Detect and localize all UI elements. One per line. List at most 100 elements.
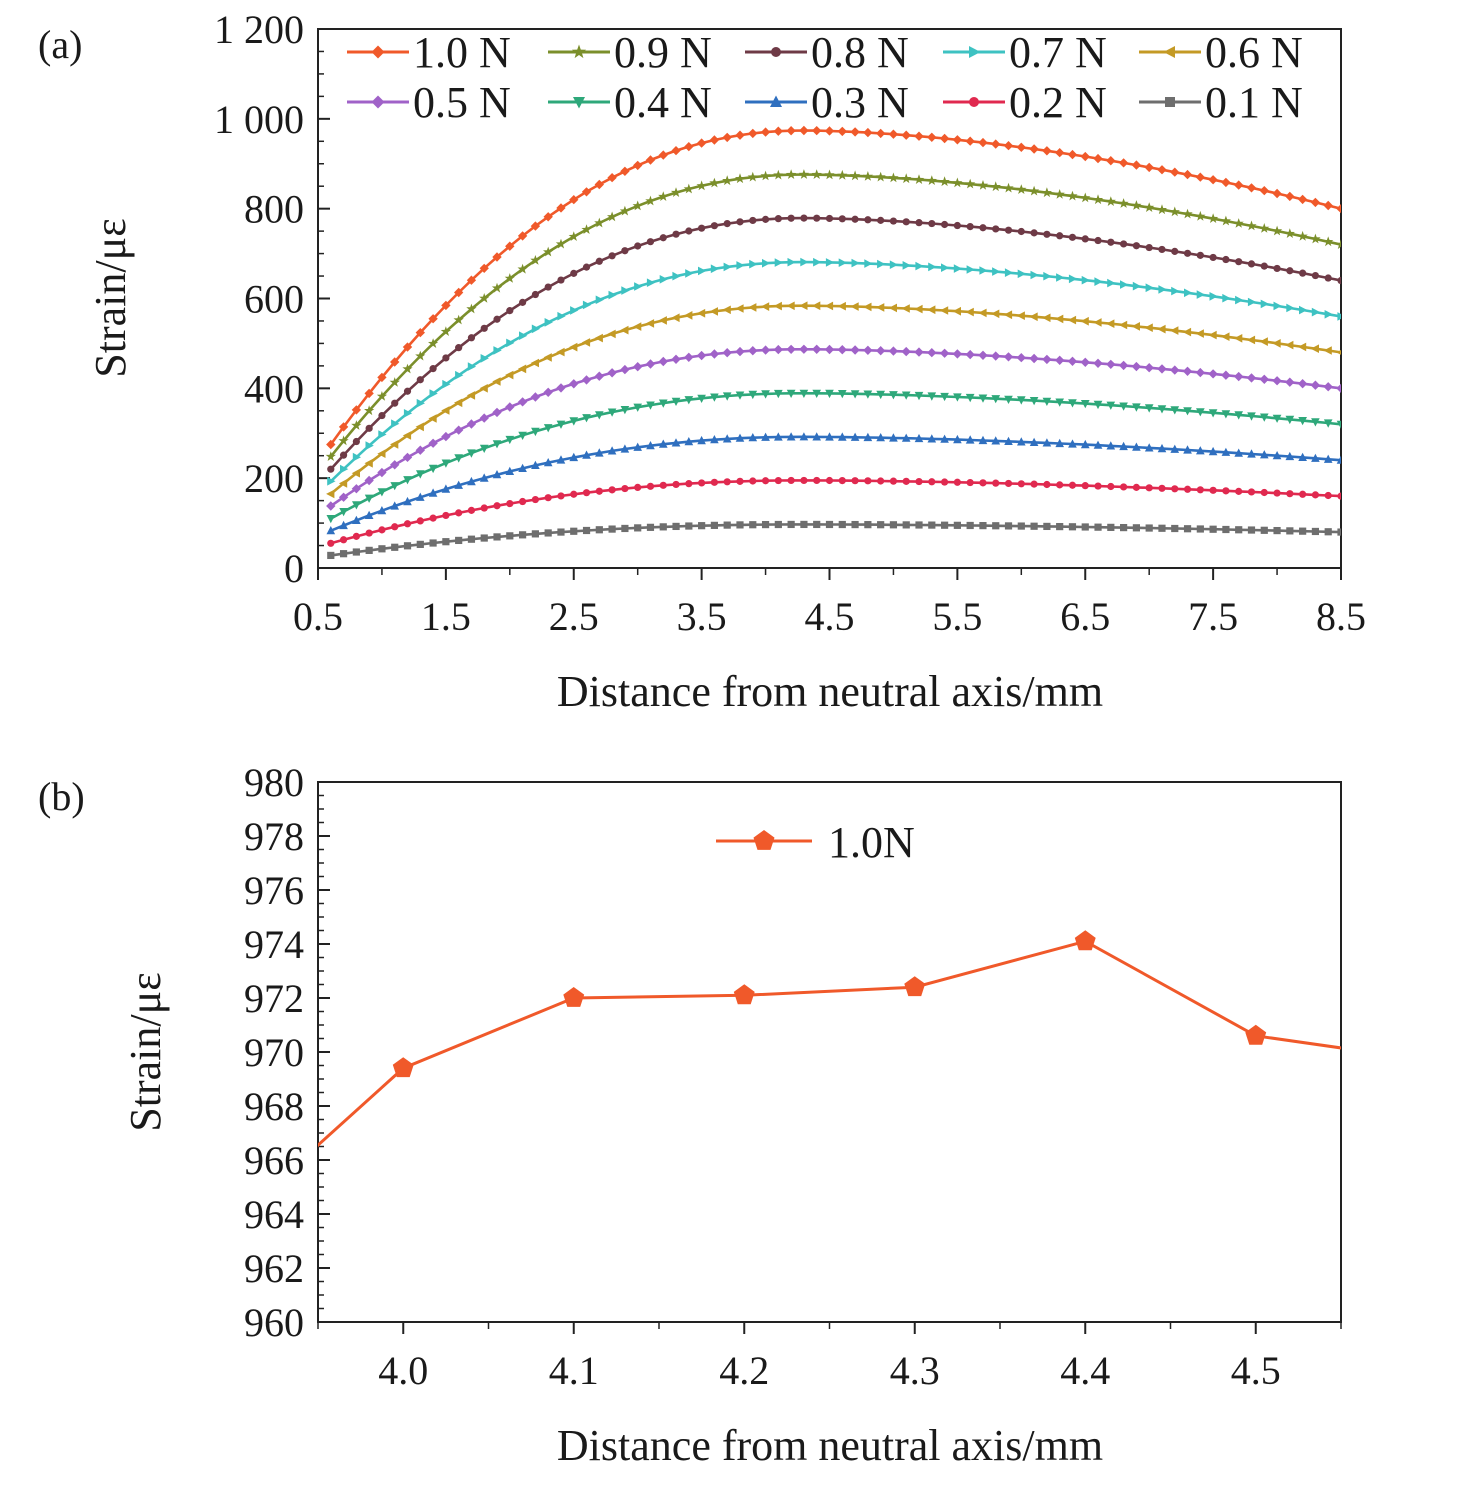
- data-point: [1132, 403, 1141, 412]
- data-point: [1017, 396, 1026, 405]
- data-point: [1246, 373, 1257, 383]
- x-axis-b: 4.0 4.1 4.2 4.3 4.4 4.5: [317, 1322, 1342, 1393]
- panel-b: (b) 960 962 964 966 968 970 972 974 976 978 980 4.…: [38, 760, 1342, 1470]
- data-point: [492, 440, 502, 449]
- data-point: [1209, 292, 1218, 301]
- data-point: [620, 166, 630, 176]
- data-point: [1158, 285, 1167, 294]
- data-point: [735, 433, 745, 442]
- data-point: [1055, 398, 1064, 407]
- data-point: [1286, 490, 1294, 498]
- data-point: [403, 520, 412, 528]
- data-point: [377, 467, 387, 478]
- data-point: [620, 325, 629, 335]
- data-point: [633, 442, 642, 451]
- data-point: [889, 477, 898, 485]
- data-point: [838, 258, 847, 267]
- data-point: [1324, 274, 1332, 282]
- data-point: [837, 345, 847, 355]
- data-point: [1068, 399, 1077, 408]
- data-point: [1337, 492, 1341, 500]
- data-point: [864, 521, 872, 529]
- series-line: [329, 129, 1341, 446]
- data-point: [557, 528, 565, 536]
- data-point: [914, 131, 924, 141]
- data-point: [658, 356, 668, 367]
- data-point: [698, 266, 707, 276]
- data-point: [544, 318, 553, 327]
- data-point: [518, 463, 527, 472]
- data-point: [991, 351, 1001, 361]
- data-point: [1042, 397, 1052, 406]
- data-point: [1171, 247, 1179, 255]
- data-point: [736, 477, 744, 485]
- data-point: [1246, 220, 1257, 231]
- data-point: [1107, 523, 1115, 531]
- data-point: [403, 542, 412, 550]
- data-point: [327, 539, 335, 547]
- series-0-9-N: [325, 169, 1341, 461]
- y-tick-label: 400: [244, 366, 304, 411]
- data-point: [1030, 270, 1039, 280]
- data-point: [506, 338, 515, 348]
- data-point: [1298, 194, 1308, 205]
- data-point: [1284, 228, 1295, 238]
- data-point: [902, 218, 910, 226]
- data-point: [556, 383, 566, 393]
- data-point: [1068, 274, 1078, 284]
- y-tick-label: 976: [244, 868, 304, 913]
- data-point: [543, 212, 553, 222]
- data-point: [672, 230, 680, 238]
- data-point: [621, 286, 630, 295]
- data-point: [799, 389, 809, 398]
- data-point: [1068, 233, 1077, 241]
- data-point: [1067, 149, 1078, 160]
- legend-label: 0.1 N: [1205, 78, 1303, 127]
- data-point: [365, 529, 373, 537]
- legend-label: 1.0 N: [413, 28, 511, 77]
- data-point: [709, 307, 718, 316]
- data-point: [889, 521, 898, 529]
- legend-item: 0.6 N: [1139, 28, 1303, 77]
- data-point: [1170, 444, 1180, 453]
- data-point: [736, 218, 744, 226]
- data-point: [378, 411, 386, 420]
- data-point: [774, 215, 782, 223]
- data-point: [505, 435, 515, 445]
- data-point: [1145, 243, 1153, 252]
- series-line: [318, 939, 1341, 1148]
- data-point: [1259, 223, 1270, 233]
- data-point: [1004, 479, 1013, 488]
- data-point: [1272, 339, 1281, 348]
- y-tick-label: 968: [244, 1084, 304, 1129]
- data-point: [1260, 526, 1268, 534]
- data-point: [1220, 215, 1231, 226]
- data-point: [1208, 213, 1219, 223]
- data-point: [838, 476, 846, 485]
- data-point: [1247, 526, 1256, 534]
- data-point: [1298, 417, 1307, 426]
- data-point: [684, 437, 694, 446]
- data-point: [517, 263, 528, 274]
- data-point: [556, 420, 566, 429]
- data-point: [1094, 482, 1102, 490]
- data-point: [722, 132, 732, 143]
- data-point: [326, 526, 336, 535]
- data-point: [1157, 364, 1167, 374]
- data-point: [594, 217, 605, 228]
- data-point: [1299, 269, 1307, 277]
- data-point: [1094, 236, 1102, 245]
- data-point: [1016, 184, 1027, 194]
- data-point: [953, 478, 961, 486]
- data-point: [1209, 253, 1217, 262]
- data-point: [519, 331, 528, 340]
- data-point: [811, 169, 822, 179]
- x-tick-label: 4.0: [378, 1348, 428, 1393]
- data-point: [492, 377, 501, 386]
- data-point: [953, 393, 962, 402]
- data-point: [1004, 395, 1013, 404]
- data-point: [390, 440, 399, 449]
- data-point: [531, 495, 539, 504]
- data-point: [620, 444, 630, 453]
- data-point: [479, 384, 488, 393]
